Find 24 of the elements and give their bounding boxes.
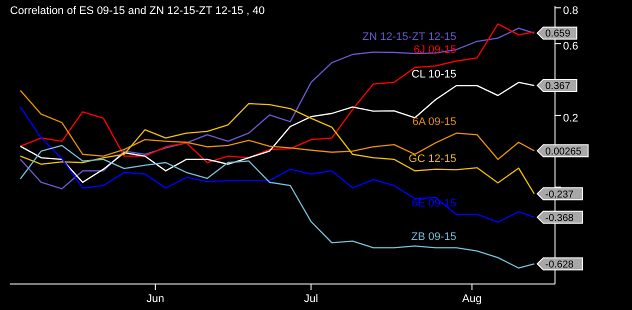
line-series xyxy=(20,82,535,183)
series-label: ZB 09-15 xyxy=(411,230,456,243)
line-series xyxy=(20,102,535,194)
line-series xyxy=(20,144,535,269)
data-label: -0.368 xyxy=(545,212,574,224)
line-series xyxy=(20,23,535,164)
x-tick-label: Jun xyxy=(146,293,164,305)
chart-title: Correlation of ES 09-15 and ZN 12-15-ZT 12-15 , 40 xyxy=(10,5,265,17)
line-series xyxy=(20,106,535,223)
x-tick-label: Aug xyxy=(462,293,482,305)
data-label: -0.237 xyxy=(545,189,574,200)
series-label: 6A 09-15 xyxy=(412,116,456,128)
x-tick-label: Jul xyxy=(304,293,318,305)
y-tick-label: 0.8 xyxy=(563,4,578,17)
series-label: ZN 12-15-ZT 12-15 xyxy=(362,31,456,44)
series-label: GC 12-15 xyxy=(408,152,456,165)
data-label: -0.628 xyxy=(545,259,574,270)
data-label: 0.367 xyxy=(545,80,571,92)
data-label: 0.00265 xyxy=(545,146,582,158)
data-label: 0.659 xyxy=(545,28,571,40)
line-series xyxy=(20,28,535,190)
y-tick-label: 0.6 xyxy=(563,40,578,53)
y-tick-label: 0.2 xyxy=(563,112,578,124)
series-label: CL 10-15 xyxy=(412,68,456,81)
